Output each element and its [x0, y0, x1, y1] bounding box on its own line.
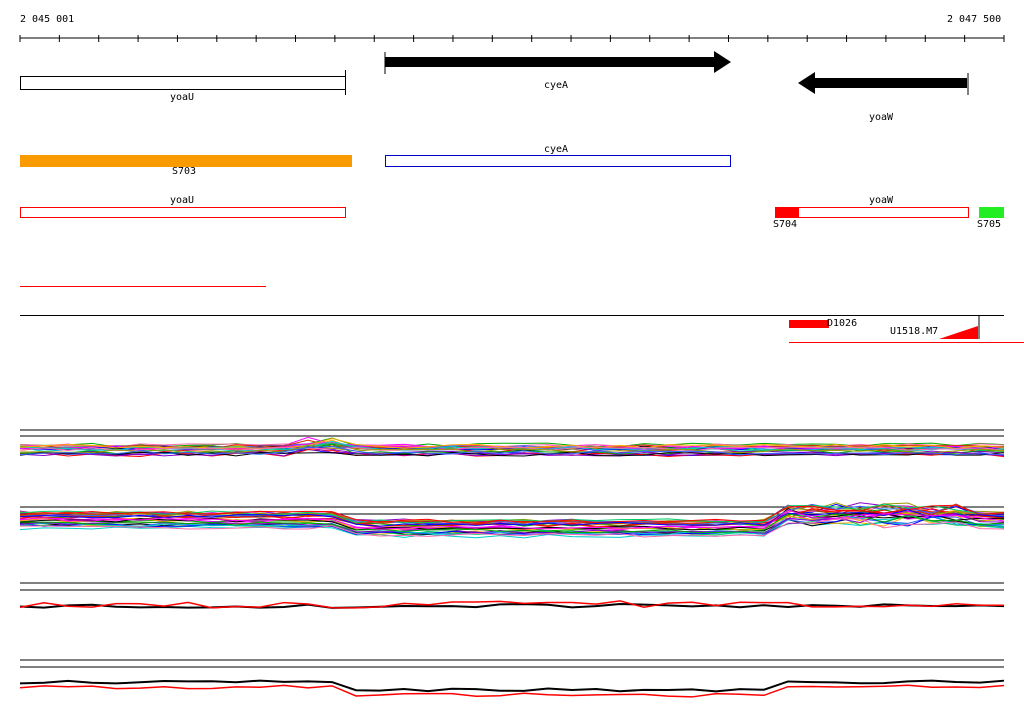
element-U1518-line [789, 342, 1024, 343]
profile-line [19, 509, 1005, 527]
gene-cyeA-label: cyeA [544, 80, 569, 91]
gene-cyeA-arrow[interactable] [384, 50, 734, 76]
segment-S704-label: S704 [773, 219, 798, 230]
gene-yoaW-label: yoaW [869, 112, 894, 123]
profile-line [19, 509, 1005, 530]
profile-line [19, 518, 1005, 538]
segment-S703-bar[interactable] [20, 155, 352, 167]
feature-cyeA-label: cyeA [544, 144, 569, 155]
red-feature-line [20, 286, 266, 287]
segment-S704-bar[interactable] [775, 207, 799, 218]
profile-line [19, 438, 1005, 449]
gene-yoaU-box[interactable] [20, 76, 346, 90]
feature-yoaW-box[interactable] [775, 207, 969, 218]
ruler-end-label: 2 047 500 [947, 14, 1002, 25]
segment-S705-label: S705 [977, 219, 1002, 230]
gene-yoaW-arrow[interactable] [795, 71, 971, 97]
gene-yoaU-end-tick [345, 70, 346, 95]
profile-line [19, 504, 1005, 524]
profile-line [19, 684, 1005, 698]
element-U1518-wedge[interactable] [938, 316, 983, 340]
segment-S705-bar[interactable] [979, 207, 1004, 218]
track-separator [20, 315, 1004, 316]
profile-line [19, 446, 1005, 452]
ruler-start-label: 2 045 001 [20, 14, 75, 25]
profile-line [19, 513, 1005, 536]
feature-yoaW-label: yoaW [869, 195, 894, 206]
profile-line [19, 445, 1005, 456]
segment-S703-label: S703 [172, 166, 197, 177]
position-ruler [19, 35, 1005, 42]
feature-yoaU-label: yoaU [170, 195, 195, 206]
element-D1026-bar[interactable] [789, 320, 829, 328]
gene-yoaU-label: yoaU [170, 92, 195, 103]
feature-yoaU-box[interactable] [20, 207, 346, 218]
element-D1026-label: D1026 [827, 318, 858, 329]
expression-profiles [19, 429, 1005, 698]
profile-line [19, 507, 1005, 531]
feature-cyeA-box[interactable] [385, 155, 731, 167]
profile-line [19, 679, 1005, 693]
element-U1518-label: U1518.M7 [890, 326, 939, 337]
profile-line [19, 600, 1005, 609]
profile-line [19, 513, 1005, 534]
profile-line [19, 603, 1005, 609]
